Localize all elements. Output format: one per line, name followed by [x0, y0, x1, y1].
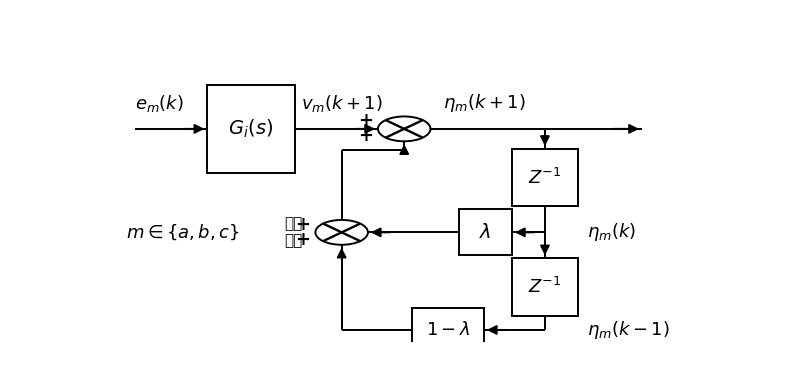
Text: $\lambda$: $\lambda$: [479, 223, 491, 242]
Text: $m\in\{a,b,c\}$: $m\in\{a,b,c\}$: [126, 223, 240, 242]
Text: 迭代
控制: 迭代 控制: [285, 216, 303, 248]
Bar: [512, 149, 578, 207]
Text: +: +: [358, 127, 373, 145]
Text: $Z^{-1}$: $Z^{-1}$: [529, 277, 562, 297]
Text: $1-\lambda$: $1-\lambda$: [426, 321, 470, 339]
Text: $\eta_m(k+1)$: $\eta_m(k+1)$: [443, 92, 525, 114]
Text: $\eta_m(k-1)$: $\eta_m(k-1)$: [587, 319, 670, 341]
Bar: [512, 258, 578, 316]
Text: +: +: [295, 231, 311, 249]
Text: $\eta_m(k)$: $\eta_m(k)$: [587, 221, 636, 243]
Text: +: +: [295, 216, 311, 234]
Text: $G_i(s)$: $G_i(s)$: [228, 118, 274, 140]
Bar: [412, 308, 484, 351]
Text: $e_m(k)$: $e_m(k)$: [136, 93, 184, 114]
Text: +: +: [358, 113, 373, 131]
Bar: [459, 209, 512, 255]
Text: $Z^{-1}$: $Z^{-1}$: [529, 167, 562, 188]
Circle shape: [316, 220, 368, 245]
Circle shape: [378, 116, 430, 141]
Text: $v_m(k+1)$: $v_m(k+1)$: [301, 93, 383, 114]
Bar: [207, 84, 295, 173]
